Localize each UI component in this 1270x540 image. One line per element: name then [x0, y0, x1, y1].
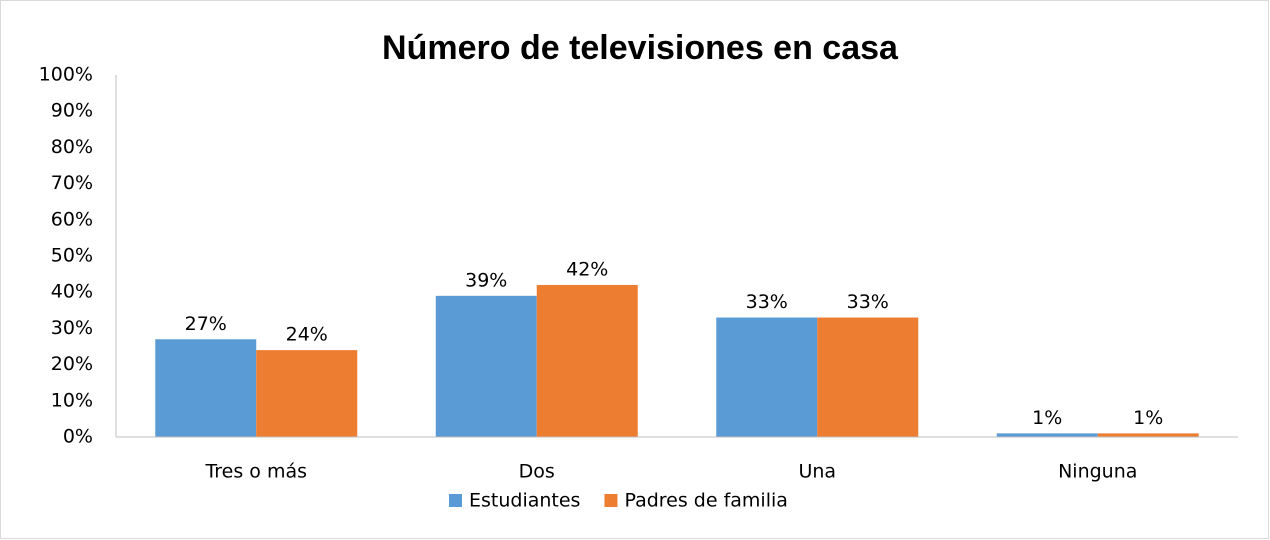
data-label: 33%: [746, 291, 788, 313]
data-label: 1%: [1133, 407, 1163, 429]
chart-title: Número de televisiones en casa: [382, 29, 899, 67]
x-tick-label: Una: [798, 461, 836, 483]
data-label: 27%: [185, 313, 227, 335]
y-tick-label: 50%: [51, 245, 93, 267]
bar: [716, 317, 818, 437]
data-label: 42%: [566, 258, 608, 280]
y-tick-label: 70%: [51, 172, 93, 194]
bar: [536, 284, 638, 437]
y-tick-label: 30%: [51, 317, 93, 339]
y-tick-label: 80%: [51, 136, 93, 158]
data-label: 1%: [1032, 407, 1062, 429]
bar: [996, 433, 1098, 437]
data-label: 24%: [286, 324, 328, 346]
legend-swatch: [604, 494, 618, 507]
y-tick-label: 60%: [51, 208, 93, 230]
y-tick-label: 90%: [51, 100, 93, 122]
bar: [256, 350, 358, 437]
x-tick-label: Ninguna: [1058, 461, 1137, 483]
data-label: 33%: [847, 291, 889, 313]
bar: [1097, 433, 1199, 437]
x-tick-label: Tres o más: [204, 461, 307, 483]
bar: [435, 295, 537, 437]
y-tick-label: 40%: [51, 281, 93, 303]
data-label: 39%: [465, 269, 507, 291]
x-tick-label: Dos: [519, 461, 555, 483]
bar: [155, 339, 257, 437]
y-tick-label: 100%: [39, 64, 93, 86]
y-tick-label: 20%: [51, 353, 93, 375]
y-tick-label: 0%: [63, 426, 93, 448]
legend-swatch: [449, 494, 462, 507]
bar: [817, 317, 919, 437]
y-tick-label: 10%: [51, 389, 93, 411]
legend-label: Padres de familia: [624, 490, 787, 512]
legend-label: Estudiantes: [469, 490, 580, 512]
